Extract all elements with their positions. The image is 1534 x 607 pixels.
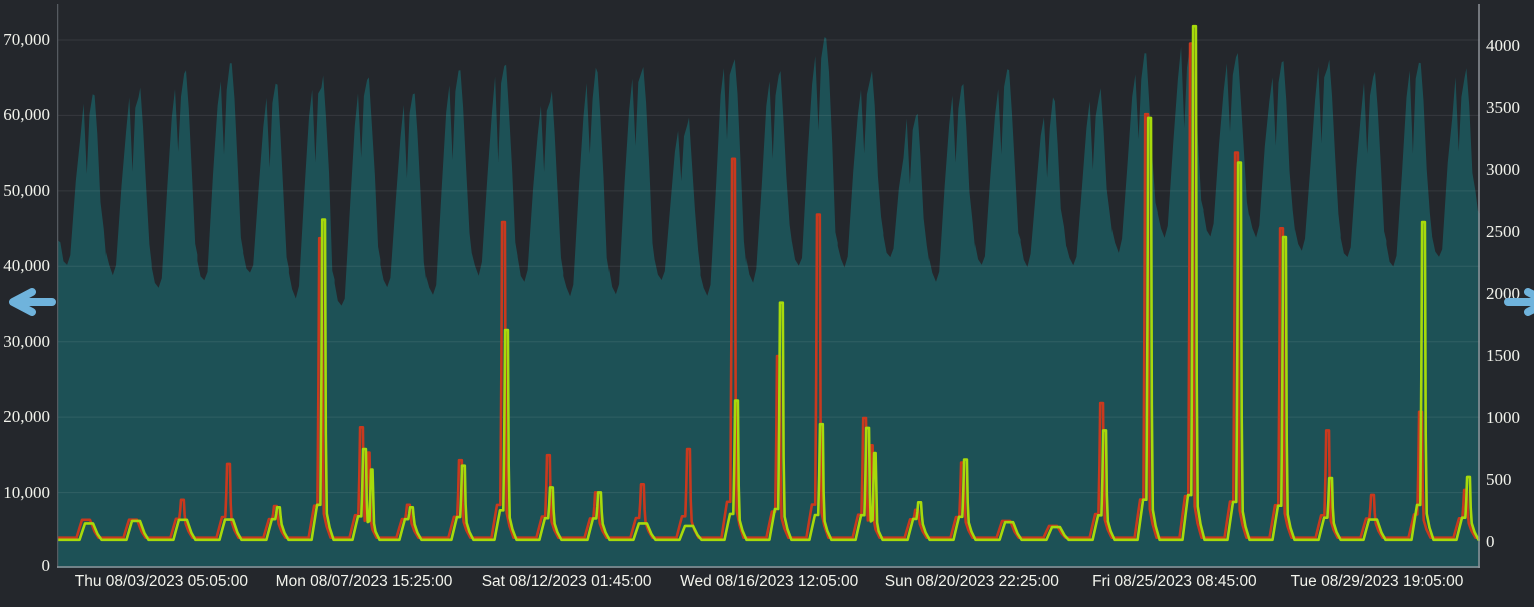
- x-axis-label: Sun 08/20/2023 22:25:00: [884, 573, 1059, 590]
- x-axis-label: Tue 08/29/2023 19:05:00: [1290, 573, 1464, 590]
- y-axis-label-left: 10,000: [3, 482, 50, 502]
- y-axis-label-left: 40,000: [3, 256, 50, 276]
- y-axis-label-left: 60,000: [3, 105, 50, 125]
- y-axis-label-left: 30,000: [3, 331, 50, 351]
- y-axis-label-left: 50,000: [3, 180, 50, 200]
- y-axis-label-right: 4000: [1486, 36, 1520, 55]
- x-axis-label: Thu 08/03/2023 05:05:00: [74, 573, 249, 590]
- y-axis-label-right: 1500: [1486, 346, 1520, 365]
- y-axis-label-left: 70,000: [3, 30, 50, 49]
- x-axis-label: Sat 08/12/2023 01:45:00: [481, 573, 652, 590]
- y-axis-label-right: 3000: [1486, 160, 1520, 179]
- x-axis-label: Mon 08/07/2023 15:25:00: [275, 573, 453, 590]
- x-axis-label: Wed 08/16/2023 12:05:00: [680, 573, 859, 590]
- y-axis-label-right: 1000: [1486, 408, 1520, 427]
- pan-left-button[interactable]: [4, 287, 56, 317]
- y-axis-label-right: 500: [1486, 470, 1512, 489]
- arrow-right-icon: [1504, 288, 1534, 316]
- chart-canvas[interactable]: [57, 0, 1480, 568]
- y-axis-label-left: 20,000: [3, 407, 50, 427]
- arrow-left-icon: [9, 288, 56, 316]
- x-axis-label: Fri 08/25/2023 08:45:00: [1092, 573, 1257, 590]
- y-axis-label-left: 0: [41, 556, 51, 575]
- y-axis-label-right: 0: [1486, 532, 1495, 551]
- pan-right-button[interactable]: [1504, 287, 1534, 317]
- y-axis-label-right: 2500: [1486, 222, 1520, 241]
- y-axis-label-right: 3500: [1486, 98, 1520, 117]
